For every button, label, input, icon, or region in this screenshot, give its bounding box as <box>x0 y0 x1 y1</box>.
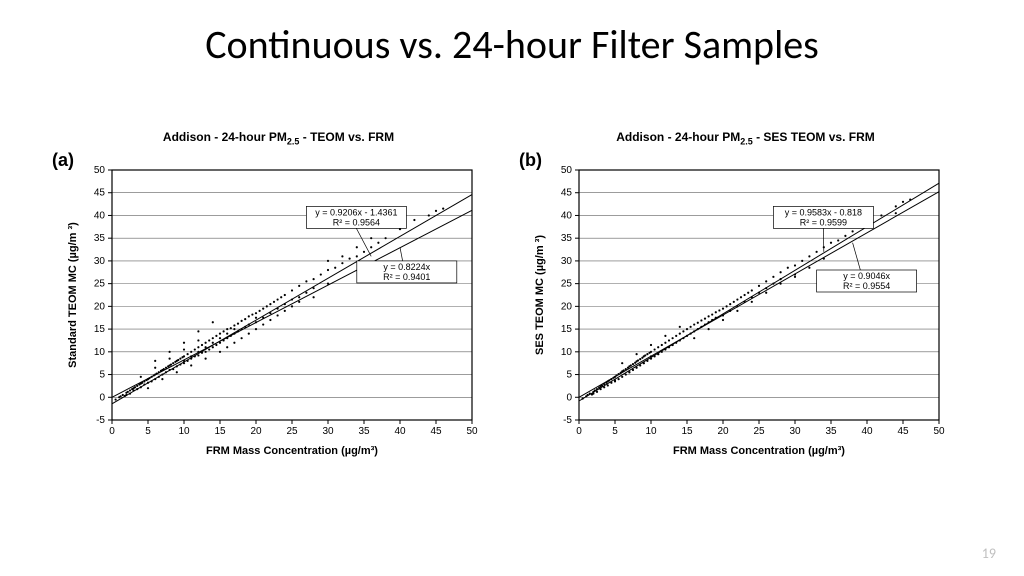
svg-text:R² = 0.9599: R² = 0.9599 <box>800 218 847 228</box>
chart-title-b: Addison - 24-hour PM2.5 - SES TEOM vs. F… <box>527 130 964 146</box>
svg-text:-5: -5 <box>563 415 572 426</box>
svg-text:35: 35 <box>94 234 106 245</box>
svg-text:15: 15 <box>214 426 226 437</box>
svg-text:15: 15 <box>681 426 693 437</box>
svg-text:10: 10 <box>645 426 657 437</box>
svg-text:35: 35 <box>358 426 370 437</box>
svg-text:25: 25 <box>94 279 106 290</box>
svg-text:45: 45 <box>897 426 909 437</box>
svg-text:Standard TEOM MC (µg/m ³): Standard TEOM MC (µg/m ³) <box>67 222 79 368</box>
svg-text:20: 20 <box>94 302 106 313</box>
svg-text:0: 0 <box>576 426 582 437</box>
svg-text:10: 10 <box>178 426 190 437</box>
svg-text:FRM Mass Concentration (µg/m³): FRM Mass Concentration (µg/m³) <box>673 445 845 457</box>
svg-text:40: 40 <box>861 426 873 437</box>
svg-text:45: 45 <box>430 426 442 437</box>
svg-text:20: 20 <box>561 302 573 313</box>
scatter-chart-a: 0 5 10 15 20 25 30 35 40 45 50 -5 0 5 10 15 20 25 30 35 40 45… <box>60 150 490 470</box>
chart-title-a: Addison - 24-hour PM2.5 - TEOM vs. FRM <box>60 130 497 146</box>
svg-text:50: 50 <box>94 165 106 176</box>
svg-text:R² = 0.9554: R² = 0.9554 <box>843 281 890 291</box>
svg-text:20: 20 <box>717 426 729 437</box>
svg-text:-5: -5 <box>96 415 105 426</box>
svg-text:y = 0.9046x: y = 0.9046x <box>843 271 890 281</box>
svg-text:20: 20 <box>250 426 262 437</box>
svg-text:10: 10 <box>94 347 106 358</box>
svg-text:45: 45 <box>94 188 106 199</box>
svg-text:SES TEOM MC (µg/m ³): SES TEOM MC (µg/m ³) <box>534 235 546 355</box>
svg-text:25: 25 <box>753 426 765 437</box>
svg-text:0: 0 <box>99 393 105 404</box>
svg-text:10: 10 <box>561 347 573 358</box>
svg-text:y = 0.9206x - 1.4361: y = 0.9206x - 1.4361 <box>315 208 397 218</box>
svg-text:0: 0 <box>109 426 115 437</box>
svg-text:30: 30 <box>561 256 573 267</box>
svg-text:0: 0 <box>566 393 572 404</box>
svg-text:50: 50 <box>933 426 945 437</box>
svg-text:5: 5 <box>612 426 618 437</box>
svg-text:25: 25 <box>286 426 298 437</box>
svg-text:40: 40 <box>394 426 406 437</box>
svg-text:35: 35 <box>825 426 837 437</box>
svg-text:50: 50 <box>561 165 573 176</box>
svg-text:30: 30 <box>789 426 801 437</box>
svg-text:50: 50 <box>466 426 478 437</box>
svg-text:15: 15 <box>94 324 106 335</box>
svg-text:FRM Mass Concentration (µg/m³): FRM Mass Concentration (µg/m³) <box>206 445 378 457</box>
svg-text:30: 30 <box>94 256 106 267</box>
svg-text:35: 35 <box>561 234 573 245</box>
chart-panel-b: (b) Addison - 24-hour PM2.5 - SES TEOM v… <box>527 130 964 470</box>
svg-text:R² = 0.9564: R² = 0.9564 <box>333 218 380 228</box>
svg-text:40: 40 <box>561 211 573 222</box>
svg-text:25: 25 <box>561 279 573 290</box>
page-number: 19 <box>982 545 996 562</box>
svg-text:30: 30 <box>322 426 334 437</box>
scatter-chart-b: 0 5 10 15 20 25 30 35 40 45 50 -5 0 5 10 15 20 25 30 35 40 45… <box>527 150 957 470</box>
chart-row: (a) Addison - 24-hour PM2.5 - TEOM vs. F… <box>60 130 964 470</box>
svg-text:5: 5 <box>99 370 105 381</box>
svg-text:5: 5 <box>566 370 572 381</box>
slide-title: Continuous vs. 24-hour Filter Samples <box>0 20 1024 69</box>
chart-panel-a: (a) Addison - 24-hour PM2.5 - TEOM vs. F… <box>60 130 497 470</box>
panel-letter-b: (b) <box>519 150 542 171</box>
svg-text:y = 0.8224x: y = 0.8224x <box>383 262 430 272</box>
svg-text:y = 0.9583x - 0.818: y = 0.9583x - 0.818 <box>785 208 862 218</box>
svg-text:5: 5 <box>145 426 151 437</box>
panel-letter-a: (a) <box>52 150 74 171</box>
svg-text:R² = 0.9401: R² = 0.9401 <box>383 272 430 282</box>
svg-text:15: 15 <box>561 324 573 335</box>
svg-text:45: 45 <box>561 188 573 199</box>
svg-text:40: 40 <box>94 211 106 222</box>
